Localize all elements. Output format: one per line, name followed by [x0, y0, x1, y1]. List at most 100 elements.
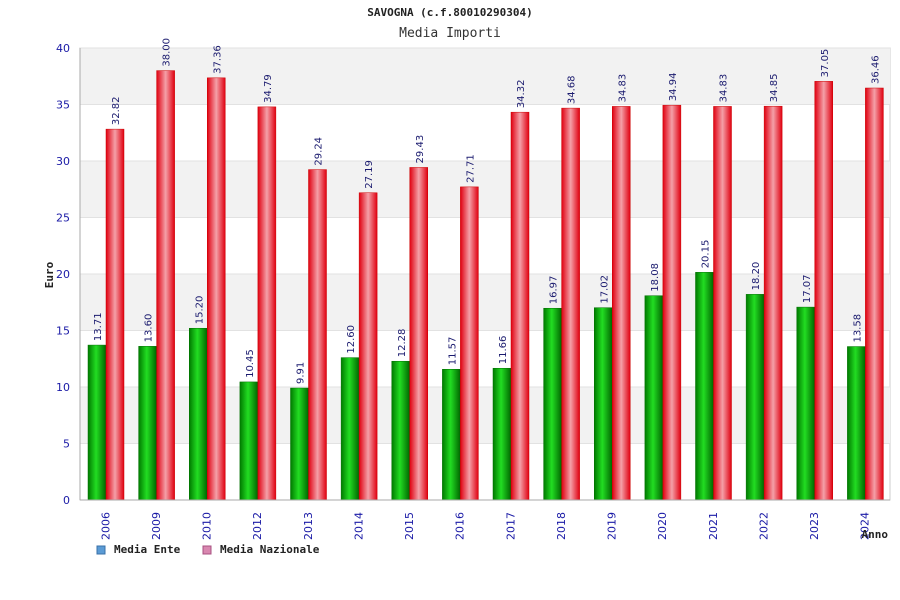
- bar-media-nazionale: [865, 87, 884, 501]
- data-label: 15.20: [194, 296, 205, 325]
- bar-media-nazionale: [814, 81, 833, 501]
- data-label: 29.43: [415, 135, 426, 164]
- legend-label-media-nazionale: Media Nazionale: [220, 543, 320, 556]
- data-label: 34.85: [769, 74, 780, 103]
- bar-media-ente: [745, 294, 765, 501]
- bar-media-nazionale: [763, 105, 783, 501]
- x-tick-label: 2024: [859, 512, 872, 540]
- bar-media-ente: [290, 387, 309, 501]
- bar-media-nazionale: [460, 186, 479, 501]
- x-tick-label: 2021: [707, 512, 720, 540]
- data-label: 32.82: [111, 96, 122, 125]
- data-label: 34.79: [263, 74, 274, 103]
- data-label: 37.05: [820, 49, 831, 78]
- x-axis-label: Anno: [862, 528, 889, 541]
- y-axis-label: Euro: [43, 261, 56, 288]
- data-label: 11.66: [498, 336, 509, 365]
- x-tick-label: 2016: [454, 512, 467, 540]
- bar-media-nazionale: [510, 111, 530, 501]
- legend: Media Ente Media Nazionale: [96, 543, 320, 556]
- bar-media-nazionale: [105, 128, 125, 501]
- y-tick-label: 10: [56, 381, 70, 394]
- data-label: 27.71: [465, 154, 476, 183]
- data-label: 34.68: [567, 75, 578, 104]
- data-label: 34.94: [668, 73, 679, 102]
- bar-media-nazionale: [713, 106, 732, 501]
- legend-swatch-media-ente: [96, 545, 106, 555]
- bar-media-ente: [239, 381, 259, 501]
- y-tick-label: 40: [56, 42, 70, 55]
- x-tick-label: 2017: [504, 512, 517, 540]
- x-tick-label: 2014: [352, 512, 365, 540]
- bar-media-ente: [189, 327, 208, 501]
- data-label: 10.45: [245, 349, 256, 378]
- data-label: 37.36: [212, 45, 223, 74]
- bar-media-ente: [796, 306, 815, 501]
- legend-label-media-ente: Media Ente: [114, 543, 181, 556]
- data-label: 34.83: [617, 74, 628, 103]
- bar-media-ente: [87, 344, 107, 501]
- x-tick-label: 2018: [555, 512, 568, 540]
- data-label: 11.57: [447, 337, 458, 366]
- bar-media-ente: [442, 369, 461, 501]
- bar-media-nazionale: [662, 104, 682, 501]
- bar-media-ente: [492, 367, 512, 501]
- axes-group: 0 5 10 15 20 25 30 35 40 2006 2009 2010 2012 2013 2014…: [56, 42, 890, 540]
- x-tick-label: 2019: [606, 512, 619, 540]
- y-tick-label: 5: [63, 438, 70, 451]
- data-label: 9.91: [296, 362, 307, 384]
- chart-title: SAVOGNA (c.f.80010290304): [367, 6, 533, 19]
- data-label: 17.02: [599, 275, 610, 304]
- bar-media-nazionale: [612, 106, 631, 501]
- data-label: 38.00: [162, 38, 173, 67]
- y-tick-label: 20: [56, 268, 70, 281]
- data-label: 20.15: [701, 240, 712, 269]
- bar-media-ente: [138, 346, 157, 501]
- bar-media-nazionale: [308, 169, 327, 501]
- data-label: 17.07: [802, 274, 813, 303]
- x-tick-label: 2010: [201, 512, 214, 540]
- x-tick-label: 2022: [757, 512, 770, 540]
- y-tick-label: 35: [56, 99, 70, 112]
- bar-media-ente: [594, 307, 613, 501]
- bar-media-ente: [644, 295, 664, 501]
- data-label: 13.71: [93, 312, 104, 341]
- data-label: 18.20: [751, 262, 762, 291]
- data-label: 29.24: [314, 137, 325, 166]
- bar-media-nazionale: [257, 106, 277, 501]
- bar-media-ente: [391, 360, 410, 501]
- data-label: 27.19: [364, 160, 375, 189]
- x-tick-label: 2020: [656, 512, 669, 540]
- x-tick-label: 2012: [251, 512, 264, 540]
- bar-media-nazionale: [207, 77, 226, 501]
- x-tick-label: 2015: [403, 512, 416, 540]
- bar-media-nazionale: [156, 70, 175, 501]
- bar-media-nazionale: [358, 192, 378, 501]
- bar-media-ente: [847, 346, 866, 501]
- y-tick-label: 0: [63, 494, 70, 507]
- chart-subtitle: Media Importi: [399, 26, 501, 41]
- data-label: 34.32: [516, 80, 527, 109]
- bar-media-ente: [340, 357, 360, 501]
- data-label: 13.58: [852, 314, 863, 343]
- legend-swatch-media-nazionale: [202, 545, 212, 555]
- data-label: 13.60: [144, 314, 155, 343]
- y-tick-label: 15: [56, 325, 70, 338]
- x-tick-label: 2006: [99, 512, 112, 540]
- data-labels-group: 13.71 32.82 13.60 38.00 15.20 37.36 10.45 34.79…: [93, 38, 881, 384]
- data-label: 12.28: [397, 329, 408, 358]
- data-label: 36.46: [870, 55, 881, 84]
- x-tick-label: 2013: [302, 512, 315, 540]
- bar-media-nazionale: [561, 107, 580, 501]
- x-tick-label: 2023: [808, 512, 821, 540]
- x-tick-label: 2009: [150, 512, 163, 540]
- y-tick-label: 25: [56, 212, 70, 225]
- data-label: 12.60: [346, 325, 357, 354]
- bars-group: [87, 70, 884, 501]
- bar-media-ente: [543, 307, 562, 501]
- bar-media-ente: [695, 272, 714, 501]
- y-tick-label: 30: [56, 155, 70, 168]
- bar-media-nazionale: [409, 167, 428, 501]
